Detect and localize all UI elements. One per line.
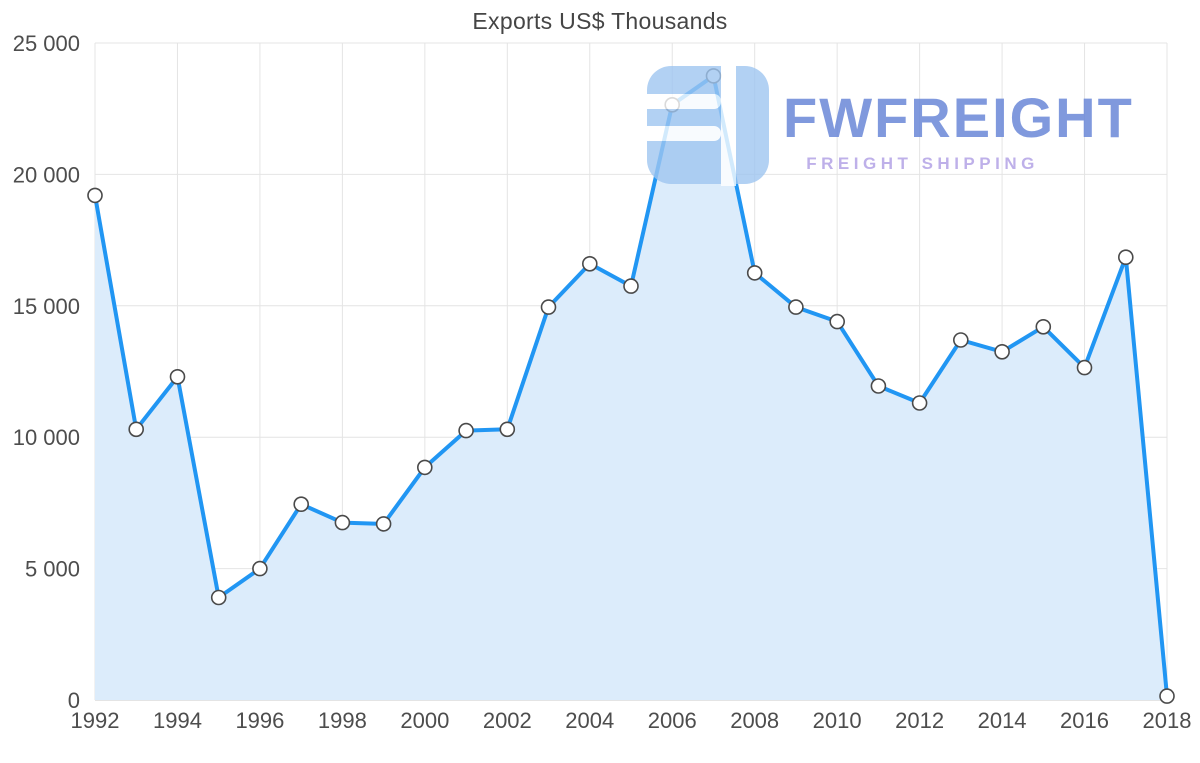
data-point-1996 <box>252 560 268 577</box>
x-tick-2016: 2016 <box>1060 708 1109 733</box>
data-point-1993 <box>128 421 144 438</box>
data-point-1998 <box>334 514 351 531</box>
x-tick-1994: 1994 <box>153 708 202 733</box>
x-tick-1996: 1996 <box>235 708 284 733</box>
x-tick-2002: 2002 <box>483 708 532 733</box>
y-tick-20000: 20 000 <box>13 162 80 187</box>
data-point-2004 <box>581 255 598 272</box>
series-area <box>95 75 1167 700</box>
y-tick-0: 0 <box>68 688 80 713</box>
x-tick-2010: 2010 <box>813 708 862 733</box>
data-point-2016 <box>1076 359 1093 376</box>
data-point-2005 <box>623 278 639 294</box>
x-tick-2004: 2004 <box>565 708 614 733</box>
data-point-2011 <box>870 378 887 394</box>
data-point-2013 <box>952 332 969 348</box>
data-point-2007 <box>705 68 722 84</box>
data-point-2012 <box>911 395 928 411</box>
data-point-1995 <box>210 589 227 606</box>
data-point-2018 <box>1159 688 1175 704</box>
data-point-2000 <box>416 459 433 476</box>
data-point-2014 <box>994 343 1010 360</box>
y-tick-10000: 10 000 <box>13 425 80 450</box>
x-tick-2006: 2006 <box>648 708 697 733</box>
x-tick-2012: 2012 <box>895 708 944 733</box>
x-tick-2014: 2014 <box>978 708 1027 733</box>
y-tick-5000: 5 000 <box>25 557 80 582</box>
y-axis-labels: 0 5 000 10 000 15 000 20 000 25 000 <box>13 31 80 713</box>
y-tick-15000: 15 000 <box>13 294 80 319</box>
x-tick-1998: 1998 <box>318 708 367 733</box>
data-point-1992 <box>87 187 103 204</box>
x-axis-labels: 1992 1994 1996 1998 2000 2002 2004 2006 2008 2010… <box>71 708 1192 733</box>
x-tick-2018: 2018 <box>1143 708 1192 733</box>
data-point-1994 <box>169 368 186 385</box>
data-point-2015 <box>1035 318 1052 335</box>
data-point-2009 <box>788 299 804 315</box>
x-tick-1992: 1992 <box>71 708 120 733</box>
data-point-2008 <box>746 265 763 281</box>
data-point-1997 <box>293 496 310 513</box>
y-tick-25000: 25 000 <box>13 31 80 56</box>
x-tick-2008: 2008 <box>730 708 779 733</box>
x-tick-2000: 2000 <box>400 708 449 733</box>
data-points <box>87 68 1175 704</box>
chart-title: Exports US$ Thousands <box>472 8 728 34</box>
data-point-2006 <box>664 97 681 113</box>
data-point-2003 <box>540 299 557 315</box>
data-point-2017 <box>1118 249 1134 266</box>
data-point-2010 <box>829 313 846 330</box>
data-point-2001 <box>458 422 474 439</box>
data-point-2002 <box>499 421 516 438</box>
data-point-1999 <box>375 516 392 532</box>
